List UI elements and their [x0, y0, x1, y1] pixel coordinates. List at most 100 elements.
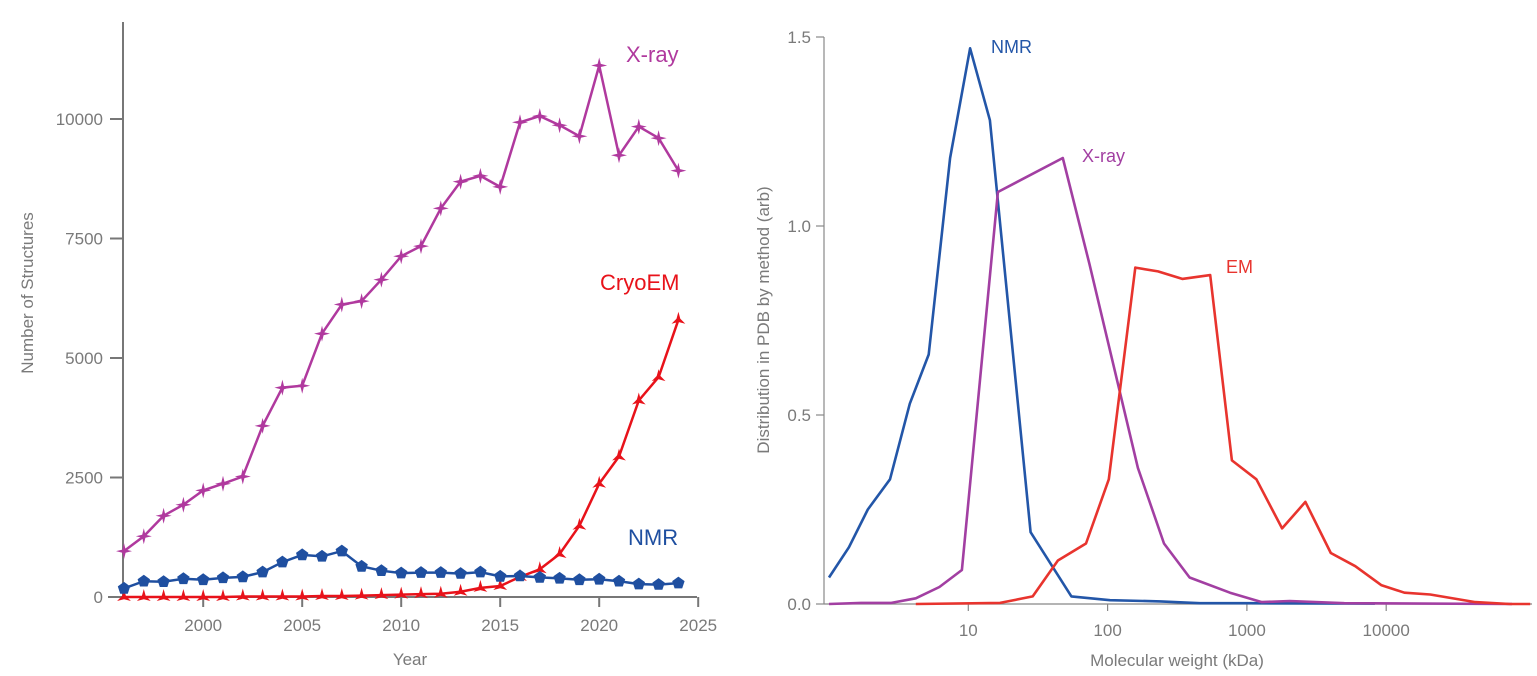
data-point [454, 567, 467, 579]
left-x-axis-label: Year [393, 650, 428, 669]
data-point [672, 576, 685, 589]
series-label-xray: X-ray [1082, 146, 1125, 166]
series-label-nmr: NMR [628, 525, 678, 550]
data-point [176, 589, 191, 601]
data-point [256, 565, 269, 578]
data-point [375, 564, 388, 576]
data-point [432, 200, 449, 217]
data-point [413, 238, 429, 255]
data-point [474, 565, 487, 578]
right-y-axis-label: Distribution in PDB by method (arb) [754, 186, 773, 453]
data-point [117, 581, 131, 594]
data-point [552, 546, 567, 558]
data-point [175, 496, 192, 513]
data-point [157, 575, 170, 587]
x-tick-label: 2025 [679, 616, 717, 635]
data-point [355, 559, 368, 572]
data-point [135, 528, 152, 545]
data-point [156, 589, 171, 601]
data-point [373, 271, 390, 288]
data-point [652, 578, 665, 590]
y-tick-label: 5000 [65, 349, 103, 368]
structures-per-year-chart: 2000 2005 2010 2015 2020 2025 0 2500 5000 7500 100… [18, 22, 717, 669]
data-point [216, 571, 230, 584]
data-point [572, 517, 587, 530]
data-point [294, 377, 311, 394]
y-tick-label: 7500 [65, 230, 103, 249]
x-tick-label: 1000 [1228, 621, 1266, 640]
data-point [414, 586, 428, 599]
data-point [395, 566, 408, 579]
data-point [571, 128, 588, 145]
data-point [137, 574, 150, 587]
data-point [452, 173, 469, 190]
y-tick-label: 2500 [65, 469, 103, 488]
series-line [123, 65, 680, 553]
series-label-nmr: NMR [991, 37, 1032, 57]
right-x-axis-label: Molecular weight (kDa) [1090, 651, 1264, 670]
data-point [494, 569, 507, 582]
data-point [155, 507, 172, 524]
data-point [235, 588, 250, 601]
x-tick-label: 2000 [184, 616, 222, 635]
data-point [274, 379, 291, 396]
data-point [593, 572, 606, 585]
data-point [630, 118, 647, 135]
data-point [531, 108, 548, 125]
data-point [414, 566, 428, 578]
data-point [573, 573, 586, 586]
y-tick-label: 0.0 [787, 595, 811, 614]
data-point [333, 296, 350, 313]
data-point [671, 311, 686, 324]
series-nmr [117, 544, 685, 594]
data-point [195, 482, 212, 499]
left-y-axis-label: Number of Structures [18, 212, 37, 374]
data-point [551, 117, 568, 134]
data-point [296, 548, 309, 561]
y-tick-label: 1.5 [787, 28, 811, 47]
data-point [591, 57, 608, 74]
y-tick-label: 10000 [56, 110, 103, 129]
data-point [353, 293, 370, 310]
data-point [295, 588, 310, 601]
data-point [116, 543, 132, 560]
series-label-xray: X-ray [626, 42, 679, 67]
data-point [532, 561, 547, 574]
x-tick-label: 2010 [382, 616, 420, 635]
data-point [374, 587, 389, 600]
data-point [631, 392, 646, 405]
series-line [124, 319, 680, 599]
series-cryoem [117, 311, 686, 601]
data-point [472, 167, 489, 184]
data-point [512, 114, 528, 131]
data-point [254, 417, 271, 434]
data-point [315, 588, 329, 600]
data-point [335, 544, 348, 557]
data-point [612, 448, 626, 461]
y-tick-label: 1.0 [787, 217, 811, 236]
data-point [493, 578, 508, 590]
data-point [592, 475, 607, 488]
data-point [255, 588, 270, 601]
data-point [177, 572, 190, 585]
x-tick-label: 10000 [1363, 621, 1410, 640]
data-point [234, 468, 251, 485]
x-tick-label: 10 [959, 621, 978, 640]
data-point [611, 147, 627, 164]
data-point [632, 577, 645, 590]
data-point [492, 178, 509, 195]
data-point [473, 579, 488, 592]
series-label-cryoem: CryoEM [600, 270, 679, 295]
series-line-em [915, 266, 1531, 606]
data-point [196, 589, 211, 601]
data-point [434, 566, 447, 578]
series-xray [116, 57, 687, 560]
data-point [651, 369, 666, 382]
y-tick-label: 0.5 [787, 406, 811, 425]
data-point [315, 549, 329, 562]
data-point [394, 586, 409, 599]
data-point [393, 248, 410, 265]
x-tick-label: 2005 [283, 616, 321, 635]
data-point [533, 570, 546, 583]
